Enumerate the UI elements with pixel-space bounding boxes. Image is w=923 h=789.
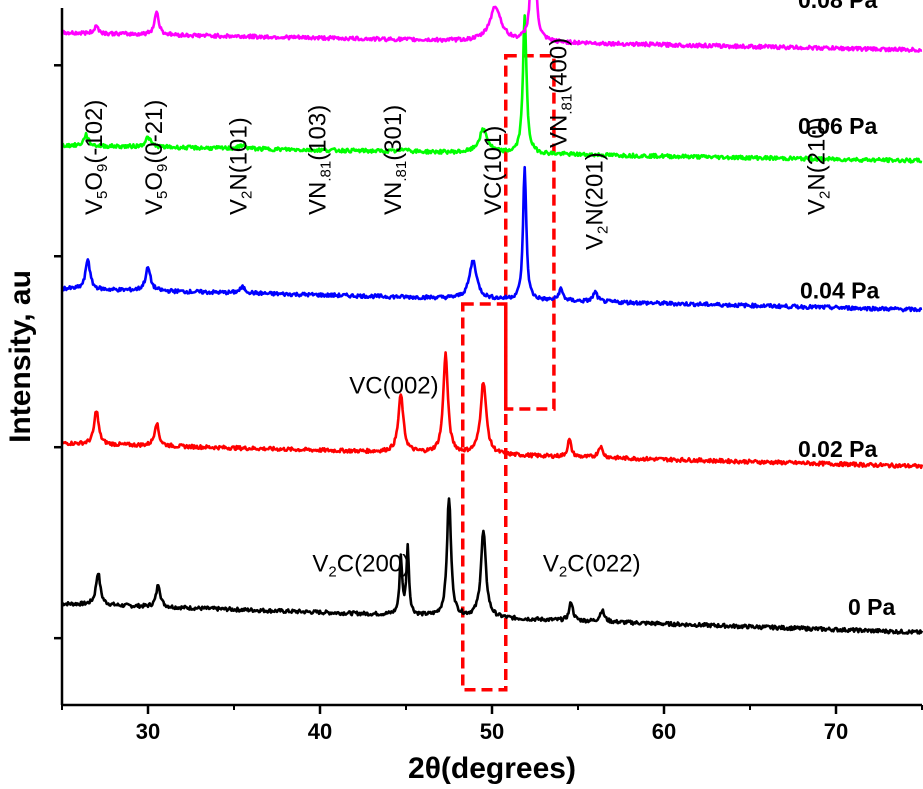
highlight-boxes bbox=[461, 53, 556, 692]
tick-marks bbox=[54, 64, 923, 714]
series-label-1: 0.02 Pa bbox=[798, 436, 877, 462]
x-tick-label-50: 50 bbox=[480, 719, 504, 744]
highlight-box-2 bbox=[504, 53, 556, 411]
peak-label-vn81-103: VN.81(103) bbox=[305, 105, 335, 215]
peak-label-vc-101: VC(101) bbox=[480, 126, 507, 215]
series-label-0: 0 Pa bbox=[848, 594, 896, 620]
x-tick-labels: 30 40 50 60 70 bbox=[136, 719, 848, 744]
peak-label-v2c-200: V2C(200) bbox=[312, 550, 410, 580]
peak-label-v2c-022: V2C(022) bbox=[543, 550, 641, 580]
series-label-4: 0.08 Pa bbox=[798, 0, 877, 13]
series-line-2 bbox=[60, 165, 923, 313]
x-tick-label-60: 60 bbox=[652, 719, 676, 744]
peak-label-vc-002: VC(002) bbox=[349, 373, 438, 400]
series-line-0 bbox=[61, 497, 923, 635]
series-label-3: 0.06 Pa bbox=[798, 113, 877, 139]
x-tick-label-70: 70 bbox=[824, 719, 848, 744]
peak-label-v2n-101: V2N(101) bbox=[225, 117, 255, 215]
series-line-4 bbox=[60, 0, 923, 53]
peak-label-v5o9-102: V5O9(-102) bbox=[81, 100, 111, 215]
peak-label-v5o9-0-21: V5O9(0-21) bbox=[141, 100, 171, 215]
axes bbox=[60, 8, 922, 707]
series-line-1 bbox=[60, 351, 923, 470]
peak-label-v2n-201: V2N(201) bbox=[581, 152, 611, 250]
peak-label-vn81-400: VN.81(400) bbox=[545, 38, 575, 148]
highlight-box-1 bbox=[461, 302, 508, 692]
x-axis-title: 2θ(degrees) bbox=[408, 752, 576, 785]
series-lines bbox=[60, 0, 923, 635]
series-line-3 bbox=[60, 14, 923, 164]
series-label-2: 0.04 Pa bbox=[800, 277, 879, 303]
peak-label-vn81-301: VN.81(301) bbox=[380, 105, 410, 215]
x-tick-label-40: 40 bbox=[308, 719, 332, 744]
peak-label-v2n-210: V2N(210) bbox=[803, 117, 833, 215]
x-tick-label-30: 30 bbox=[136, 719, 160, 744]
peak-annotations: V5O9(-102) V5O9(0-21) V2N(101) VN.81(103) VN… bbox=[81, 38, 833, 581]
series-labels: 0 Pa0.02 Pa0.04 Pa0.06 Pa0.08 Pa0.1 Pa bbox=[798, 0, 896, 620]
y-axis-title: Intensity, au bbox=[4, 270, 37, 443]
